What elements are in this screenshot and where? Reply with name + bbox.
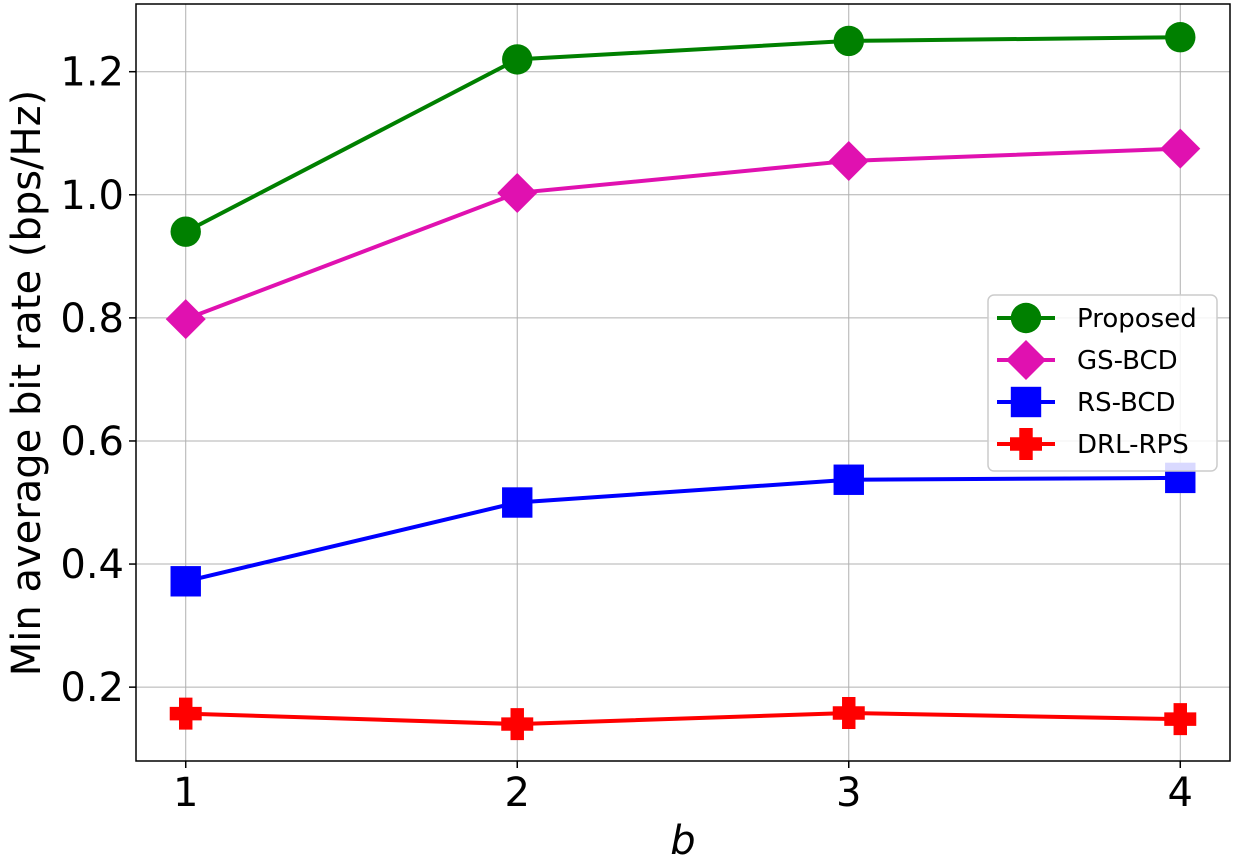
- x-axis-label: b: [670, 818, 695, 862]
- data-point: [165, 299, 206, 340]
- legend-marker: [1010, 428, 1042, 460]
- y-axis: 0.2 0.4 0.6 0.8 1.0 1.2: [60, 50, 136, 711]
- plot-area-frame: [135, 3, 1231, 762]
- series-line: [184, 35, 1181, 234]
- series-line: [185, 710, 1181, 727]
- legend-label: GS-BCD: [1077, 346, 1178, 376]
- series-line: [185, 146, 1181, 321]
- legend: Proposed GS-BCD RS-BCD DRL-RPS: [987, 294, 1218, 472]
- y-tick-label: 0.6: [60, 419, 124, 465]
- legend-label: Proposed: [1077, 304, 1197, 334]
- series-proposed: [170, 22, 1196, 247]
- series-drl-rps: [169, 696, 1197, 741]
- data-point: [502, 487, 533, 518]
- data-point: [502, 44, 533, 75]
- x-tick-label: 3: [836, 770, 861, 816]
- x-tick-label: 1: [173, 770, 198, 816]
- data-point: [1160, 128, 1201, 169]
- legend-frame: [987, 294, 1218, 472]
- series-rs-bcd: [170, 462, 1196, 597]
- series-gs-bcd: [165, 128, 1201, 340]
- data-point: [170, 216, 201, 247]
- data-point: [832, 696, 865, 729]
- x-tick-label: 2: [505, 770, 530, 816]
- y-tick-label: 1.0: [60, 173, 124, 219]
- legend-label: RS-BCD: [1077, 388, 1176, 418]
- data-point: [833, 464, 864, 495]
- legend-label: DRL-RPS: [1077, 430, 1189, 460]
- y-axis-label: Min average bit rate (bps/Hz): [4, 90, 50, 676]
- x-tick-label: 4: [1168, 770, 1193, 816]
- y-tick-label: 0.8: [60, 296, 124, 342]
- data-point: [170, 566, 201, 597]
- y-tick-label: 0.2: [60, 665, 124, 711]
- data-point: [501, 708, 534, 741]
- series-line: [185, 475, 1181, 584]
- y-tick-label: 1.2: [60, 50, 124, 96]
- y-tick-label: 0.4: [60, 542, 124, 588]
- x-axis: 1 2 3 4: [173, 761, 1193, 816]
- data-point: [169, 697, 202, 730]
- grid-lines: [136, 4, 1230, 761]
- data-point: [833, 25, 864, 57]
- legend-marker: [1006, 340, 1046, 380]
- legend-marker: [1010, 386, 1042, 418]
- data-point: [497, 172, 538, 213]
- data-point: [1164, 703, 1197, 736]
- legend-marker: [1010, 302, 1042, 334]
- series-group: [165, 22, 1201, 741]
- data-point: [828, 140, 869, 181]
- data-point: [1165, 22, 1196, 53]
